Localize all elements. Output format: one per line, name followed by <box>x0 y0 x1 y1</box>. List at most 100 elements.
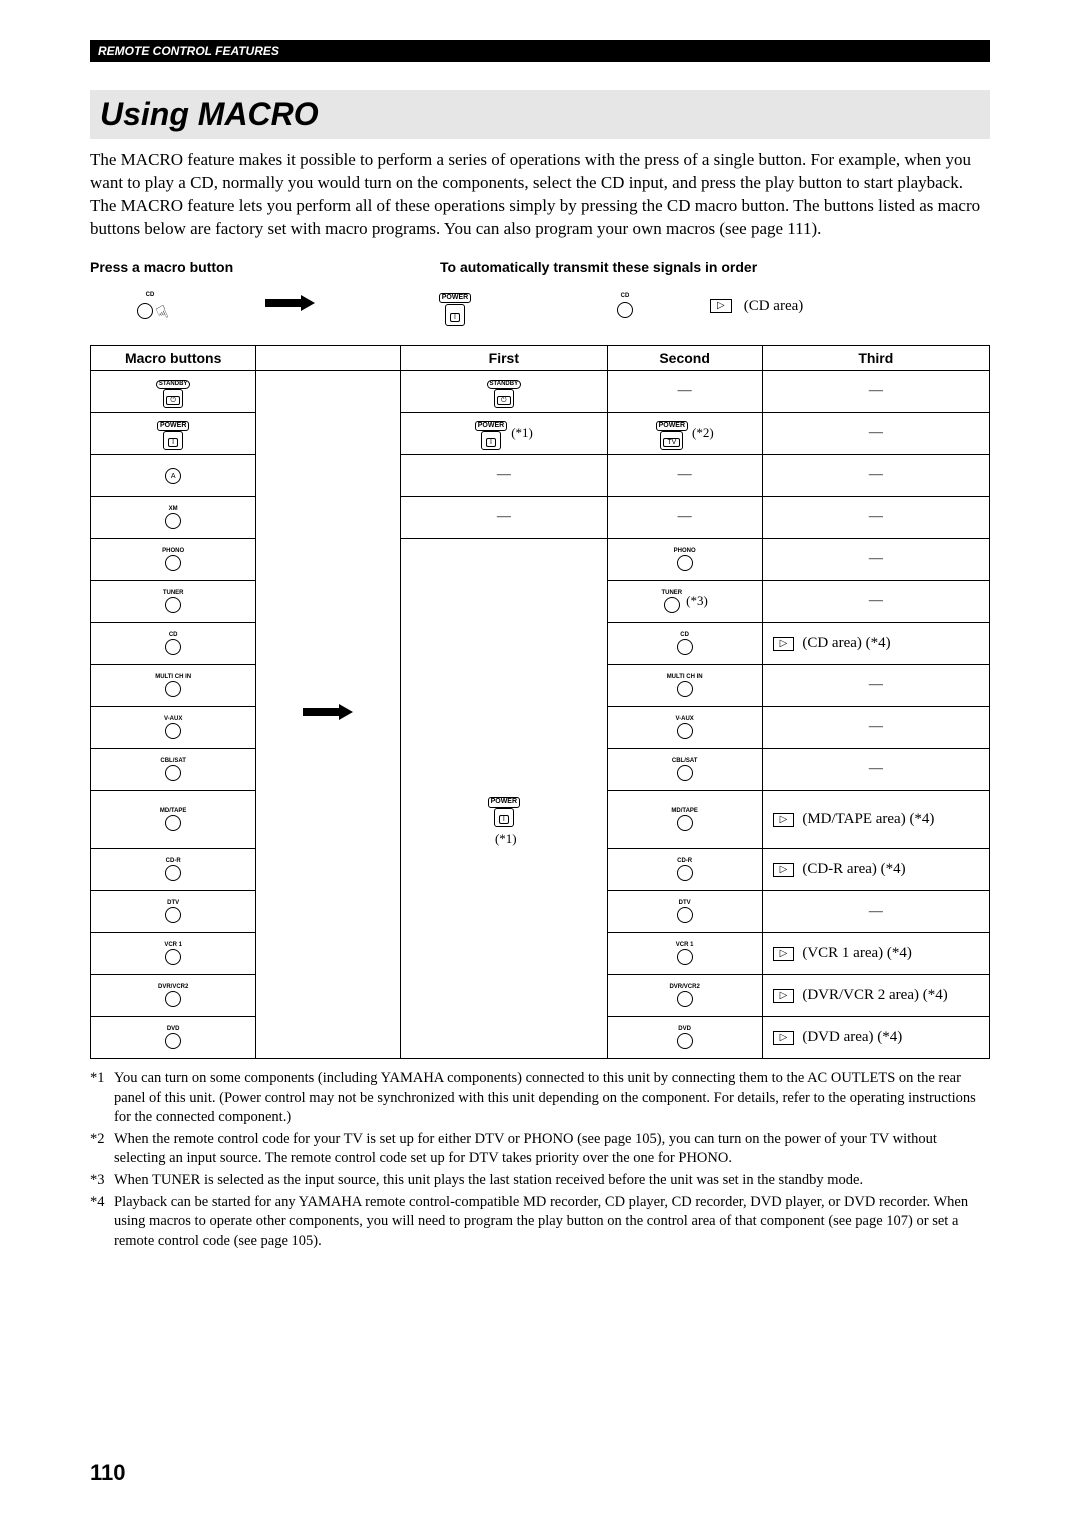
table-row: VCR 1VCR 1▷(VCR 1 area) (*4) <box>91 933 990 975</box>
third-cell: ▷(DVR/VCR 2 area) (*4) <box>762 975 989 1017</box>
second-cell: CD-R <box>607 849 762 891</box>
first-cell <box>400 891 607 933</box>
macro-cell: CD <box>91 622 256 664</box>
footnote: *2When the remote control code for your … <box>90 1130 990 1169</box>
second-cell: POWERTV(*2) <box>607 412 762 454</box>
first-cell <box>400 933 607 975</box>
first-cell: POWERI(*1) <box>400 412 607 454</box>
second-cell: MD/TAPE <box>607 790 762 848</box>
first-cell: POWERI(*1) <box>400 790 607 848</box>
second-cell: CD <box>607 622 762 664</box>
third-cell: — <box>762 891 989 933</box>
header-bar: REMOTE CONTROL FEATURES <box>90 40 990 62</box>
third-cell: — <box>762 580 989 622</box>
footnote: *4Playback can be started for any YAMAHA… <box>90 1193 990 1252</box>
first-cell <box>400 706 607 748</box>
second-cell: CBL/SAT <box>607 748 762 790</box>
third-cell: ▷(DVD area) (*4) <box>762 1017 989 1059</box>
third-cell: ▷(CD-R area) (*4) <box>762 849 989 891</box>
second-cell: DVR/VCR2 <box>607 975 762 1017</box>
table-row: STANDBY⏻STANDBY⏻—— <box>91 370 990 412</box>
third-cell: — <box>762 454 989 496</box>
second-cell: VCR 1 <box>607 933 762 975</box>
table-header-row: Macro buttons First Second Third <box>91 345 990 370</box>
table-row: DVR/VCR2DVR/VCR2▷(DVR/VCR 2 area) (*4) <box>91 975 990 1017</box>
table-row: A——— <box>91 454 990 496</box>
first-cell: — <box>400 454 607 496</box>
second-cell: — <box>607 454 762 496</box>
macro-cell: XM <box>91 496 256 538</box>
play-note: (CD area) <box>740 298 804 314</box>
play-icon: ▷ <box>710 299 732 313</box>
third-cell: — <box>762 748 989 790</box>
first-cell <box>400 849 607 891</box>
table-row: DTVDTV— <box>91 891 990 933</box>
second-cell: DVD <box>607 1017 762 1059</box>
third-cell: ▷(MD/TAPE area) (*4) <box>762 790 989 848</box>
arrow-icon <box>210 295 370 316</box>
macro-cell: MD/TAPE <box>91 790 256 848</box>
th-macro: Macro buttons <box>91 345 256 370</box>
macro-cell: DVD <box>91 1017 256 1059</box>
table-row: DVDDVD▷(DVD area) (*4) <box>91 1017 990 1059</box>
macro-cell: DVR/VCR2 <box>91 975 256 1017</box>
th-arrow <box>256 345 401 370</box>
first-cell <box>400 622 607 664</box>
macro-table: Macro buttons First Second Third STANDBY… <box>90 345 990 1059</box>
first-cell <box>400 580 607 622</box>
first-cell: STANDBY⏻ <box>400 370 607 412</box>
first-cell <box>400 538 607 580</box>
table-row: MD/TAPEPOWERI(*1)MD/TAPE▷(MD/TAPE area) … <box>91 790 990 848</box>
footnote: *3When TUNER is selected as the input so… <box>90 1171 990 1191</box>
cd-macro-icon: CD ☟ <box>137 292 164 320</box>
th-third: Third <box>762 345 989 370</box>
first-cell: — <box>400 496 607 538</box>
cd-button-icon: CD <box>617 293 633 318</box>
macro-cell: MULTI CH IN <box>91 664 256 706</box>
table-row: CD-RCD-R▷(CD-R area) (*4) <box>91 849 990 891</box>
macro-cell: TUNER <box>91 580 256 622</box>
table-row: V-AUXV-AUX— <box>91 706 990 748</box>
second-cell: V-AUX <box>607 706 762 748</box>
power-button-icon: POWER I <box>439 286 471 326</box>
third-cell: — <box>762 538 989 580</box>
table-row: CDCD▷(CD area) (*4) <box>91 622 990 664</box>
macro-cell: CD-R <box>91 849 256 891</box>
table-row: PHONOPHONO— <box>91 538 990 580</box>
second-cell: DTV <box>607 891 762 933</box>
arrow-cell <box>256 370 401 1058</box>
second-cell: TUNER(*3) <box>607 580 762 622</box>
page-number: 110 <box>90 1460 126 1486</box>
press-left: Press a macro button <box>90 259 440 275</box>
macro-cell: A <box>91 454 256 496</box>
first-cell <box>400 975 607 1017</box>
macro-cell: V-AUX <box>91 706 256 748</box>
first-cell <box>400 1017 607 1059</box>
third-cell: — <box>762 496 989 538</box>
second-cell: MULTI CH IN <box>607 664 762 706</box>
macro-cell: VCR 1 <box>91 933 256 975</box>
macro-cell: STANDBY⏻ <box>91 370 256 412</box>
table-row: MULTI CH INMULTI CH IN— <box>91 664 990 706</box>
table-row: TUNER TUNER(*3)— <box>91 580 990 622</box>
intro-text: The MACRO feature makes it possible to p… <box>90 149 990 241</box>
third-cell: ▷(VCR 1 area) (*4) <box>762 933 989 975</box>
press-right: To automatically transmit these signals … <box>440 259 990 275</box>
table-row: XM——— <box>91 496 990 538</box>
macro-cell: DTV <box>91 891 256 933</box>
th-second: Second <box>607 345 762 370</box>
section-title: Using MACRO <box>90 90 990 139</box>
third-cell: ▷(CD area) (*4) <box>762 622 989 664</box>
first-cell <box>400 664 607 706</box>
macro-cell: CBL/SAT <box>91 748 256 790</box>
third-cell: — <box>762 412 989 454</box>
second-cell: — <box>607 496 762 538</box>
macro-cell: POWERI <box>91 412 256 454</box>
macro-cell: PHONO <box>91 538 256 580</box>
table-row: CBL/SATCBL/SAT— <box>91 748 990 790</box>
footnote: *1You can turn on some components (inclu… <box>90 1069 990 1128</box>
footnotes: *1You can turn on some components (inclu… <box>90 1069 990 1251</box>
first-cell <box>400 748 607 790</box>
th-first: First <box>400 345 607 370</box>
table-row: POWERI POWERI(*1)POWERTV(*2)— <box>91 412 990 454</box>
